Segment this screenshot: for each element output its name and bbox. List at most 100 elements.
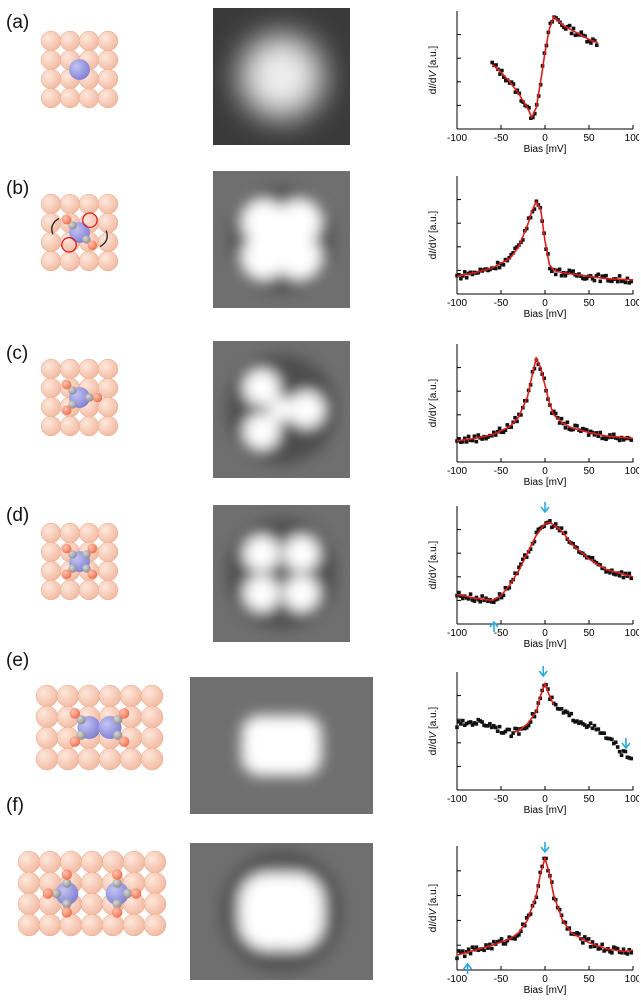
- molecule-model: [40, 358, 119, 437]
- data-point: [495, 260, 500, 265]
- data-point: [503, 729, 508, 734]
- data-point: [562, 25, 566, 30]
- substrate-atom: [80, 892, 104, 916]
- data-point: [476, 717, 481, 722]
- carbon-atom: [68, 386, 77, 395]
- data-point: [567, 268, 572, 273]
- adatom: [55, 881, 79, 906]
- substrate-atom: [56, 747, 80, 771]
- substrate-atom: [78, 522, 100, 544]
- data-point: [598, 279, 603, 284]
- substrate-atom: [40, 49, 62, 71]
- substrate-atom: [59, 579, 81, 601]
- data-point: [490, 725, 494, 730]
- spectrum-plot: -100 -50 0 50 100 Bias [mV] dI/dV [a.u.]: [428, 666, 639, 816]
- spectrum-plot: -100 -50 0 50 100 Bias [mV] dI/dV [a.u.]: [428, 842, 639, 996]
- oxygen-atom: [61, 907, 73, 918]
- substrate-atom: [78, 250, 100, 272]
- data-point: [468, 592, 473, 596]
- y-axis-label: dI/dV [a.u.]: [428, 46, 439, 95]
- data-point: [509, 252, 514, 257]
- data-point: [602, 949, 606, 953]
- data-point: [619, 570, 624, 574]
- data-point: [627, 947, 632, 952]
- data-point: [627, 756, 632, 760]
- data-point: [482, 723, 486, 728]
- data-point: [569, 932, 574, 936]
- data-point: [455, 725, 459, 730]
- x-tick-label: 100: [625, 466, 639, 477]
- x-tick-label: 100: [625, 628, 639, 639]
- oxygen-atom: [87, 240, 98, 251]
- data-point: [459, 722, 463, 726]
- data-point: [484, 724, 488, 728]
- fit-curve: [456, 855, 634, 956]
- substrate-atom: [59, 87, 81, 109]
- data-point: [526, 216, 531, 221]
- data-point: [567, 427, 572, 431]
- data-point: [588, 721, 593, 726]
- data-point: [522, 553, 527, 557]
- marker-arrow: [621, 738, 631, 750]
- x-tick-label: -50: [494, 974, 509, 985]
- data-point: [522, 726, 527, 731]
- data-point: [571, 718, 575, 723]
- data-point: [579, 429, 583, 433]
- data-point: [505, 423, 510, 427]
- data-point: [474, 439, 479, 444]
- data-point: [495, 729, 500, 733]
- data-point: [497, 939, 502, 943]
- data-point: [617, 438, 622, 443]
- substrate-atom: [40, 377, 62, 399]
- carbon-atom: [68, 221, 77, 230]
- data-point: [517, 732, 521, 736]
- data-point: [563, 709, 568, 713]
- panel-label: (e): [6, 650, 30, 671]
- fit-curve: [456, 200, 633, 281]
- data-point: [587, 39, 591, 43]
- data-point: [557, 528, 562, 533]
- x-tick-label: 50: [583, 974, 595, 985]
- data-point: [531, 115, 535, 120]
- x-tick-label: 0: [542, 298, 548, 309]
- substrate-atom: [35, 726, 59, 750]
- data-point: [464, 440, 469, 444]
- x-tick-label: 100: [625, 794, 639, 805]
- data-point: [593, 38, 597, 43]
- data-point: [513, 90, 518, 94]
- data-point: [491, 266, 496, 270]
- data-point: [509, 734, 514, 739]
- y-axis-label: dI/dV [a.u.]: [428, 379, 439, 428]
- data-point: [555, 706, 560, 711]
- data-point: [553, 272, 558, 277]
- data-point: [559, 706, 564, 711]
- data-point: [526, 723, 531, 728]
- data-point: [590, 726, 595, 731]
- x-tick-label: -100: [447, 794, 467, 805]
- substrate-atom: [17, 913, 41, 937]
- x-tick-label: 50: [583, 628, 595, 639]
- ring-marker: [61, 237, 77, 253]
- carbon-atom: [113, 730, 123, 740]
- data-point: [606, 435, 610, 440]
- data-point: [515, 934, 519, 938]
- data-point: [619, 950, 624, 955]
- substrate-atom: [97, 49, 119, 71]
- data-point: [613, 740, 618, 745]
- substrate-atom: [97, 212, 119, 234]
- data-point: [565, 24, 570, 29]
- oxygen-atom: [61, 869, 73, 880]
- data-point: [623, 951, 628, 955]
- data-point: [462, 436, 467, 441]
- oxygen-atom: [61, 379, 72, 390]
- data-point: [476, 270, 481, 275]
- substrate-atom: [78, 358, 100, 380]
- data-point: [515, 88, 520, 93]
- oxygen-atom: [130, 888, 142, 899]
- data-point: [507, 255, 512, 260]
- data-point: [619, 753, 624, 758]
- data-point: [474, 722, 479, 726]
- substrate-atom: [35, 684, 59, 708]
- data-point: [544, 856, 548, 861]
- data-point: [490, 600, 494, 604]
